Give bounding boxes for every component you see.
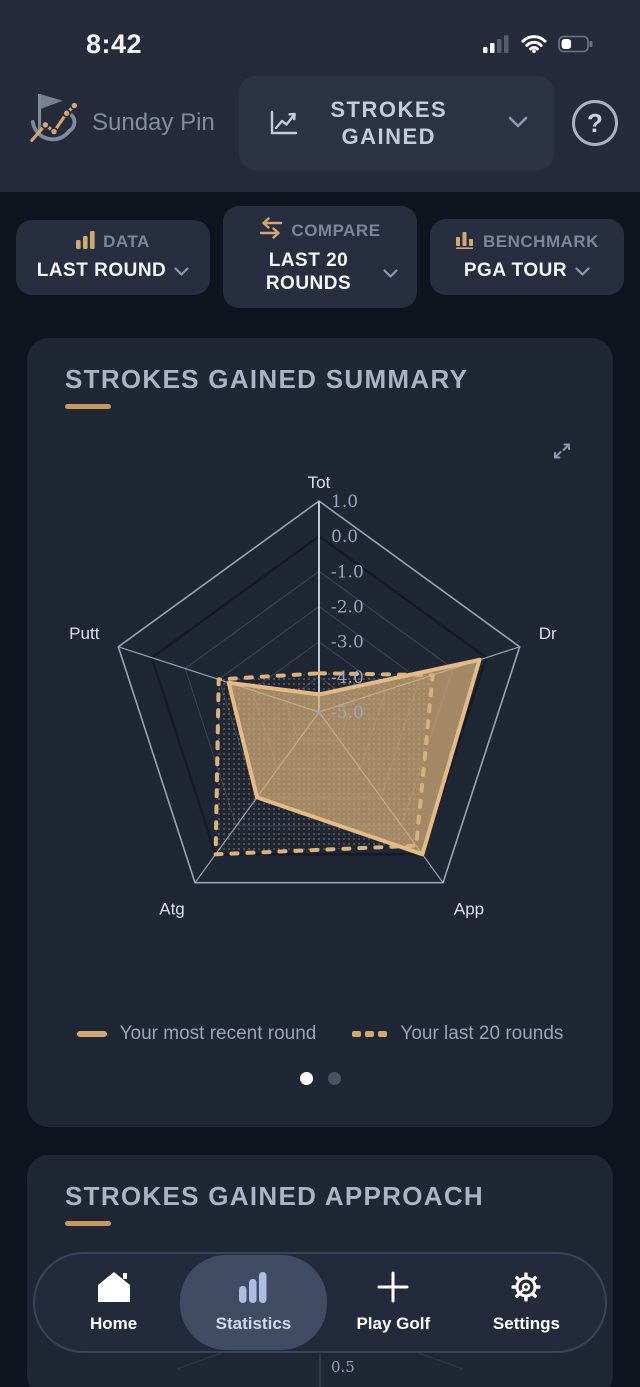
nav-label: Home: [89, 1314, 138, 1333]
bottom-navigation: Home Statistics Play Golf: [33, 1252, 607, 1353]
nav-item-home[interactable]: Home: [47, 1256, 180, 1349]
dashed-line-swatch: [352, 1031, 388, 1037]
cellular-signal-icon: [483, 35, 510, 58]
radar-category-label: Putt: [69, 624, 100, 643]
title-accent-underline: [65, 404, 111, 409]
chevron-down-icon: [382, 261, 398, 284]
radar-benchmark-ring: [150, 534, 488, 856]
compare-filter-label: COMPARE: [291, 220, 381, 240]
line-chart-icon: [265, 104, 301, 143]
chevron-down-icon: [575, 259, 590, 282]
status-bar: 8:42: [0, 0, 640, 62]
approach-tick-label: 0.5: [331, 1358, 355, 1376]
filter-row: DATA LAST ROUND COMPARE: [0, 192, 640, 308]
status-icons: [483, 35, 594, 60]
legend-item-recent-round: Your most recent round: [76, 1023, 317, 1045]
plus-icon: [376, 1271, 410, 1308]
radar-tick-label: 1.0: [331, 492, 358, 512]
swap-arrows-icon: [259, 217, 283, 244]
compare-filter-value: LAST 20 ROUNDS: [265, 250, 352, 294]
chart-legend: Your most recent round Your last 20 roun…: [27, 1023, 613, 1045]
question-mark-icon: ?: [587, 107, 603, 138]
chevron-down-icon: [174, 259, 189, 282]
nav-label: Settings: [492, 1314, 560, 1333]
legend-item-last-20-rounds: Your last 20 rounds: [352, 1023, 563, 1045]
radar-tick-label: -2.0: [331, 598, 364, 618]
page-dot-1[interactable]: [299, 1072, 313, 1085]
nav-item-play-golf[interactable]: Play Golf: [327, 1256, 460, 1349]
radar-tick-label: -3.0: [331, 633, 364, 653]
radar-category-label: Dr: [539, 624, 557, 643]
radar-series-most-recent-round: [226, 657, 482, 857]
title-accent-underline: [65, 1221, 111, 1226]
battery-icon: [558, 35, 594, 58]
benchmark-filter-label: BENCHMARK: [483, 232, 599, 251]
legend-label: Your most recent round: [119, 1023, 317, 1044]
expand-chart-button[interactable]: [547, 436, 577, 469]
help-button[interactable]: ?: [572, 100, 618, 146]
app-name: Sunday Pin: [92, 109, 215, 136]
radar-tick-label: 0.0: [331, 527, 358, 547]
data-filter-chip[interactable]: DATA LAST ROUND: [16, 219, 210, 295]
page-dot-2[interactable]: [327, 1072, 341, 1085]
chevron-down-icon: [508, 116, 528, 131]
radar-tick-label: -4.0: [331, 668, 364, 688]
nav-label: Play Golf: [356, 1314, 431, 1333]
wifi-icon: [521, 35, 547, 58]
carousel-pagination: [27, 1072, 613, 1085]
radar-grid-ring: [117, 500, 521, 884]
data-filter-value: LAST ROUND: [36, 259, 167, 281]
legend-label: Your last 20 rounds: [400, 1023, 564, 1044]
expand-arrows-icon: [554, 443, 570, 459]
data-filter-label: DATA: [103, 232, 150, 251]
benchmark-filter-chip[interactable]: BENCHMARK PGA TOUR: [430, 219, 624, 295]
brand: Sunday Pin: [26, 89, 215, 158]
strokes-gained-summary-card: STROKES GAINED SUMMARY 1.0 0.0 -1.0 -2.0 -3.…: [27, 338, 613, 1127]
radar-tick-label: -1.0: [331, 562, 364, 582]
radar-category-label: Atg: [159, 900, 185, 919]
nav-label: Statistics: [215, 1314, 292, 1333]
bar-chart-icon: [76, 230, 95, 254]
histogram-icon: [455, 230, 475, 254]
gear-icon: [509, 1271, 543, 1308]
metric-selector-dropdown[interactable]: STROKES GAINED: [238, 76, 554, 170]
nav-item-statistics[interactable]: Statistics: [180, 1255, 327, 1350]
metric-selector-label: STROKES GAINED: [330, 97, 448, 149]
solid-line-swatch: [76, 1031, 107, 1037]
radar-tick-label: -5.0: [331, 703, 364, 723]
benchmark-filter-value: PGA TOUR: [463, 260, 568, 281]
app-header: Sunday Pin STROKES GAINED: [0, 62, 640, 170]
radar-category-label: App: [454, 900, 484, 919]
radar-center-dot: [316, 709, 322, 715]
radar-category-label: Tot: [308, 473, 331, 492]
summary-card-title: STROKES GAINED SUMMARY: [65, 364, 469, 394]
nav-item-settings[interactable]: Settings: [460, 1256, 593, 1349]
compare-filter-chip[interactable]: COMPARE LAST 20 ROUNDS: [223, 206, 417, 308]
strokes-gained-radar-chart: 1.0 0.0 -1.0 -2.0 -3.0 -4.0 -5.0 Tot Dr App Atg Put…: [69, 473, 557, 919]
status-time: 8:42: [86, 29, 143, 59]
top-chrome: 8:42: [0, 0, 640, 192]
sunday-pin-logo-icon: [26, 89, 84, 158]
home-icon: [96, 1271, 132, 1308]
approach-card-title: STROKES GAINED APPROACH: [65, 1181, 484, 1211]
statistics-bars-icon: [236, 1271, 270, 1308]
